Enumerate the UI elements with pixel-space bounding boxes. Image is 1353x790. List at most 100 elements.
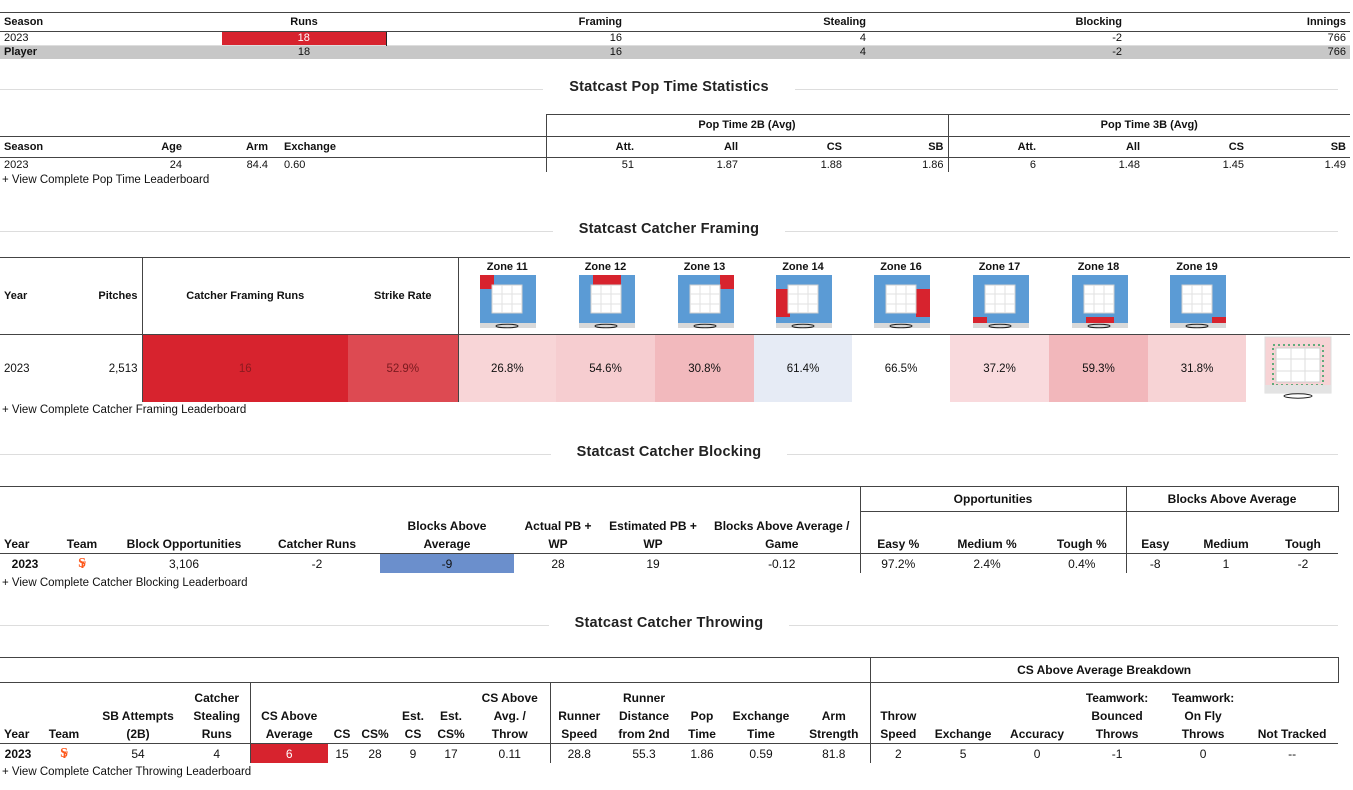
pop-time-table: Pop Time 2B (Avg) Pop Time 3B (Avg) Seas… bbox=[0, 114, 1350, 172]
col-sb-2b[interactable]: SB bbox=[928, 140, 944, 153]
cell-runs: 18 bbox=[222, 45, 386, 59]
col-accuracy[interactable]: Accuracy bbox=[1010, 727, 1065, 741]
zone-14-diagram-icon bbox=[776, 275, 832, 329]
blocking-leaderboard-link[interactable]: + View Complete Catcher Blocking Leaderb… bbox=[2, 577, 248, 589]
col-teamwork-on-fly[interactable]: Teamwork: On Fly Throws bbox=[1171, 691, 1235, 741]
col-cs-aa-per-throw[interactable]: CS Above Avg. / Throw bbox=[481, 691, 538, 741]
col-age[interactable]: Age bbox=[161, 140, 182, 153]
col-team[interactable]: Team bbox=[66, 537, 98, 551]
col-exchange[interactable]: Exchange bbox=[284, 140, 336, 153]
col-easy[interactable]: Easy bbox=[1125, 511, 1185, 554]
col-pop-time[interactable]: Pop Time bbox=[688, 709, 716, 741]
col-zone-13[interactable]: Zone 13 bbox=[655, 258, 754, 335]
col-zone-11[interactable]: Zone 11 bbox=[457, 257, 556, 335]
table-row: 2023 2,513 16 52.9% 26.8% 54.6% 30.8% 61… bbox=[0, 334, 1350, 402]
summary-table: Season Runs Framing Stealing Blocking In… bbox=[0, 12, 1350, 59]
col-innings[interactable]: Innings bbox=[1126, 12, 1350, 32]
col-blocks-above-average[interactable]: Blocks Above Average bbox=[407, 519, 487, 551]
col-runner-distance[interactable]: Runner Distance from 2nd bbox=[618, 691, 670, 741]
col-framing-runs[interactable]: Catcher Framing Runs bbox=[141, 257, 348, 335]
col-all-3b[interactable]: All bbox=[1125, 140, 1140, 153]
cell: -- bbox=[1288, 746, 1297, 761]
col-easy-pct[interactable]: Easy % bbox=[859, 511, 936, 554]
col-framing[interactable]: Framing bbox=[386, 12, 626, 32]
col-att-3b[interactable]: Att. bbox=[947, 136, 1040, 157]
col-est-cs[interactable]: Est. CS bbox=[401, 709, 424, 741]
col-cs-pct[interactable]: CS% bbox=[361, 727, 389, 741]
framing-table: Year Pitches Catcher Framing Runs Strike… bbox=[0, 257, 1350, 402]
col-arm-strength[interactable]: Arm Strength bbox=[809, 709, 859, 741]
col-strike-rate[interactable]: Strike Rate bbox=[374, 290, 432, 302]
section-heading: Statcast Catcher Framing bbox=[552, 221, 786, 237]
table-row: 2023 24 84.4 0.60 51 1.87 1.88 1.86 6 1.… bbox=[0, 157, 1350, 172]
col-catcher-runs[interactable]: Catcher Runs bbox=[277, 537, 357, 551]
throwing-leaderboard-link[interactable]: + View Complete Catcher Throwing Leaderb… bbox=[2, 766, 252, 778]
col-teamwork-bounced[interactable]: Teamwork: Bounced Throws bbox=[1085, 691, 1149, 741]
zone-label: Zone 12 bbox=[584, 261, 627, 273]
throwing-section-title: Statcast Catcher Throwing bbox=[0, 615, 1338, 635]
col-year[interactable]: Year bbox=[4, 727, 30, 741]
throwing-header-row: Year Team SB Attempts (2B) Catcher Steal… bbox=[0, 682, 1339, 744]
cell: 2 bbox=[869, 743, 927, 763]
col-exchange[interactable]: Exchange bbox=[934, 727, 992, 741]
col-runs[interactable]: Runs bbox=[222, 12, 386, 32]
cell: 84.4 bbox=[246, 158, 268, 171]
cell: 1.88 bbox=[820, 158, 842, 171]
col-medium[interactable]: Medium bbox=[1203, 537, 1249, 551]
table-row: 2023 18 16 4 -2 766 bbox=[0, 31, 1350, 46]
col-estimated-pb-wp[interactable]: Estimated PB + WP bbox=[609, 519, 697, 551]
col-season[interactable]: Season bbox=[4, 140, 44, 153]
col-zone-16[interactable]: Zone 16 bbox=[852, 258, 950, 335]
col-blocking[interactable]: Blocking bbox=[870, 12, 1126, 32]
col-season[interactable]: Season bbox=[0, 12, 222, 32]
cell: 54 bbox=[131, 746, 145, 761]
col-cs-3b[interactable]: CS bbox=[1228, 140, 1244, 153]
col-catcher-stealing-runs[interactable]: Catcher Stealing Runs bbox=[193, 691, 241, 741]
section-heading: Statcast Catcher Throwing bbox=[548, 615, 790, 631]
cell-zone-13: 30.8% bbox=[655, 334, 754, 402]
col-all-2b[interactable]: All bbox=[723, 140, 738, 153]
throwing-group-row: CS Above Average Breakdown bbox=[0, 657, 1339, 683]
col-sb-3b[interactable]: SB bbox=[1330, 140, 1346, 153]
zone-label: Zone 13 bbox=[683, 261, 726, 273]
col-throw-speed[interactable]: Throw Speed bbox=[869, 682, 927, 744]
col-zone-12[interactable]: Zone 12 bbox=[556, 258, 655, 335]
col-zone-14[interactable]: Zone 14 bbox=[754, 258, 852, 335]
strike-zone-overview-icon bbox=[1264, 336, 1332, 399]
col-baa-per-game[interactable]: Blocks Above Average / Game bbox=[714, 519, 850, 551]
col-tough-pct[interactable]: Tough % bbox=[1056, 537, 1107, 551]
col-tough[interactable]: Tough bbox=[1285, 537, 1321, 551]
col-sb-attempts[interactable]: SB Attempts (2B) bbox=[102, 709, 174, 741]
col-team[interactable]: Team bbox=[48, 727, 80, 741]
cell-year: 2023 bbox=[4, 746, 32, 761]
col-block-opportunities[interactable]: Block Opportunities bbox=[126, 537, 242, 551]
col-stealing[interactable]: Stealing bbox=[626, 12, 870, 32]
col-cs-above-average[interactable]: CS Above Average bbox=[249, 682, 328, 744]
cell-cs-above-average: 6 bbox=[249, 743, 328, 763]
col-year[interactable]: Year bbox=[4, 290, 28, 302]
col-est-cs-pct[interactable]: Est. CS% bbox=[437, 709, 465, 741]
cell: 97.2% bbox=[859, 553, 936, 573]
pop-time-leaderboard-link[interactable]: + View Complete Pop Time Leaderboard bbox=[2, 174, 210, 186]
col-zone-19[interactable]: Zone 19 bbox=[1148, 258, 1246, 335]
col-cs[interactable]: CS bbox=[333, 727, 351, 741]
col-zone-17[interactable]: Zone 17 bbox=[950, 258, 1049, 335]
col-year[interactable]: Year bbox=[4, 537, 30, 551]
col-zone-18[interactable]: Zone 18 bbox=[1049, 258, 1148, 335]
col-exchange-time[interactable]: Exchange Time bbox=[732, 709, 790, 741]
cell-runs: 18 bbox=[222, 31, 387, 46]
col-arm[interactable]: Arm bbox=[245, 140, 268, 153]
framing-leaderboard-link[interactable]: + View Complete Catcher Framing Leaderbo… bbox=[2, 404, 247, 416]
cell: 0.60 bbox=[284, 158, 306, 171]
cell-blocks-above-average: -9 bbox=[380, 553, 514, 573]
col-pitches[interactable]: Pitches bbox=[98, 290, 138, 302]
col-actual-pb-wp[interactable]: Actual PB + WP bbox=[524, 519, 592, 551]
col-not-tracked[interactable]: Not Tracked bbox=[1257, 727, 1327, 741]
group-opportunities: Opportunities bbox=[859, 486, 1127, 512]
col-cs-2b[interactable]: CS bbox=[826, 140, 842, 153]
col-medium-pct[interactable]: Medium % bbox=[957, 537, 1017, 551]
col-runner-speed[interactable]: Runner Speed bbox=[549, 682, 608, 744]
col-att-2b[interactable]: Att. bbox=[545, 136, 638, 157]
